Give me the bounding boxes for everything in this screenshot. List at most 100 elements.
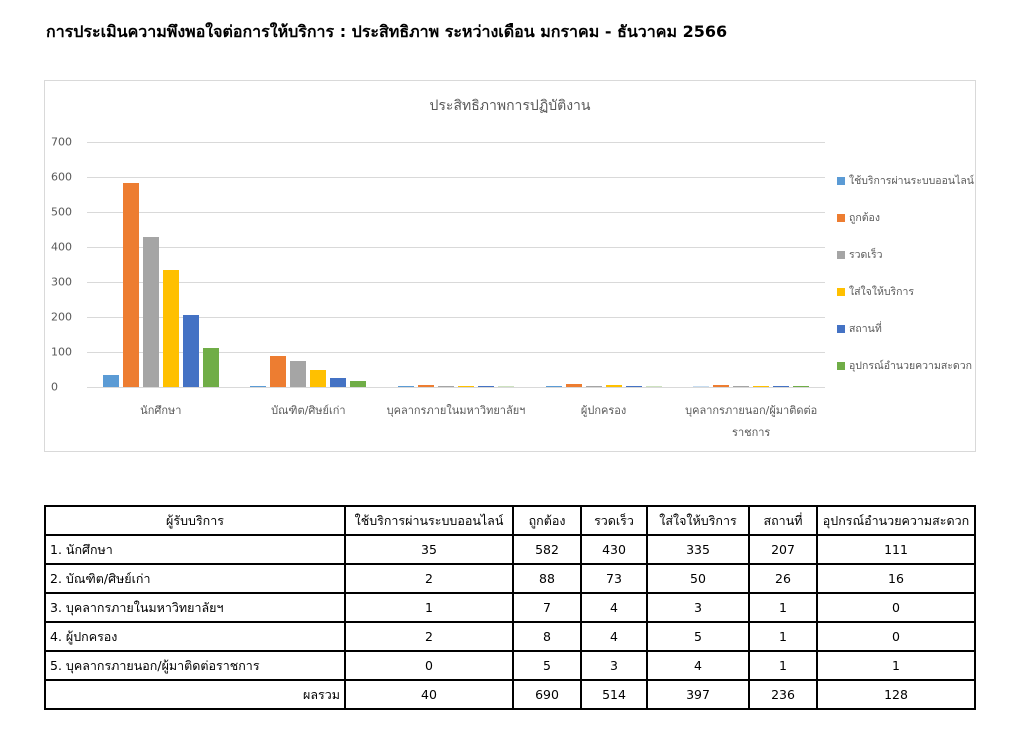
gridline	[87, 177, 825, 178]
cell-value: 1	[748, 650, 818, 681]
total-value: 236	[748, 679, 818, 710]
bar	[418, 384, 434, 387]
y-axis-tick-label: 100	[51, 345, 72, 359]
header-recipient: ผู้รับบริการ	[44, 505, 346, 536]
bar	[182, 314, 199, 387]
cell-value: 3	[646, 592, 750, 623]
bar	[290, 361, 307, 387]
x-axis-category-label: ผู้ปกครอง	[580, 404, 627, 417]
gridline	[87, 317, 825, 318]
table-row: 1. นักศึกษา 35 582 430 335 207 111	[44, 534, 976, 565]
bar	[102, 374, 119, 387]
y-axis-tick-label: 200	[51, 310, 72, 324]
legend-swatch-icon	[837, 324, 845, 333]
legend-item: ใส่ใจให้บริการ	[837, 283, 914, 300]
cell-recipient: 3. บุคลากรภายในมหาวิทยาลัยฯ	[44, 592, 346, 623]
bar	[310, 369, 327, 387]
total-value: 40	[344, 679, 514, 710]
cell-value: 4	[580, 592, 648, 623]
page-title: การประเมินความพึงพอใจต่อการให้บริการ : ป…	[46, 22, 728, 41]
chart-title: ประสิทธิภาพการปฏิบัติงาน	[429, 98, 591, 114]
legend-item: รวดเร็ว	[837, 246, 882, 263]
cell-value: 335	[646, 534, 750, 565]
cell-recipient: 5. บุคลากรภายนอก/ผู้มาติดต่อราชการ	[44, 650, 346, 681]
legend-label: ใช้บริการผ่านระบบออนไลน์	[849, 175, 974, 187]
legend-swatch-icon	[837, 250, 845, 259]
gridline	[87, 142, 825, 143]
bar	[142, 236, 159, 387]
legend-item: อุปกรณ์อำนวยความสะดวก	[837, 357, 972, 374]
cell-value: 3	[580, 650, 648, 681]
legend-label: ใส่ใจให้บริการ	[849, 286, 915, 298]
cell-value: 88	[512, 563, 582, 594]
total-value: 514	[580, 679, 648, 710]
total-value: 128	[816, 679, 976, 710]
cell-value: 0	[344, 650, 514, 681]
legend-item: ถูกต้อง	[837, 209, 880, 226]
table-row: 5. บุคลากรภายนอก/ผู้มาติดต่อราชการ 0 5 3…	[44, 650, 976, 681]
cell-value: 7	[512, 592, 582, 623]
cell-value: 1	[344, 592, 514, 623]
header-location: สถานที่	[748, 505, 818, 536]
table-header-row: ผู้รับบริการ ใช้บริการผ่านระบบออนไลน์ ถู…	[44, 505, 976, 536]
legend-label: สถานที่	[849, 323, 882, 335]
header-accuracy: ถูกต้อง	[512, 505, 582, 536]
legend-swatch-icon	[837, 287, 845, 296]
legend-label: อุปกรณ์อำนวยความสะดวก	[849, 360, 972, 372]
table-total-row: ผลรวม 40 690 514 397 236 128	[44, 679, 976, 710]
total-value: 690	[512, 679, 582, 710]
cell-value: 5	[646, 621, 750, 652]
data-table: ผู้รับบริการ ใช้บริการผ่านระบบออนไลน์ ถู…	[44, 505, 976, 710]
cell-value: 5	[512, 650, 582, 681]
gridline	[87, 387, 825, 388]
legend-label: ถูกต้อง	[849, 212, 880, 224]
cell-value: 582	[512, 534, 582, 565]
bar	[270, 356, 287, 387]
bar-chart: ประสิทธิภาพการปฏิบัติงาน 0 100 200 300 400 50…	[44, 80, 976, 452]
legend-item: ใช้บริการผ่านระบบออนไลน์	[837, 172, 974, 189]
bar	[565, 384, 582, 387]
bar	[122, 183, 139, 387]
header-speed: รวดเร็ว	[580, 505, 648, 536]
gridline	[87, 282, 825, 283]
header-facilities: อุปกรณ์อำนวยความสะดวก	[816, 505, 976, 536]
bar	[498, 385, 514, 387]
cell-value: 0	[816, 621, 976, 652]
legend-swatch-icon	[837, 213, 845, 222]
bar	[438, 385, 454, 387]
y-axis-tick-label: 0	[51, 380, 58, 394]
bar	[545, 385, 562, 387]
cell-value: 73	[580, 563, 648, 594]
bar	[645, 385, 662, 387]
legend-item: สถานที่	[837, 320, 882, 337]
bar	[753, 385, 770, 387]
cell-value: 207	[748, 534, 818, 565]
cell-value: 50	[646, 563, 750, 594]
cell-recipient: 2. บัณฑิต/ศิษย์เก่า	[44, 563, 346, 594]
header-attentive: ใส่ใจให้บริการ	[646, 505, 750, 536]
cell-value: 35	[344, 534, 514, 565]
bar	[693, 385, 710, 387]
cell-value: 26	[748, 563, 818, 594]
x-axis-category-label: บุคลากรภายนอก/ผู้มาติดต่อ ราชการ	[685, 404, 818, 439]
bar	[713, 385, 730, 387]
y-axis-tick-label: 700	[51, 135, 72, 149]
bar	[585, 385, 602, 387]
legend-swatch-icon	[837, 361, 845, 370]
table-row: 3. บุคลากรภายในมหาวิทยาลัยฯ 1 7 4 3 1 0	[44, 592, 976, 623]
legend-label: รวดเร็ว	[849, 249, 883, 261]
bar	[773, 385, 790, 387]
table-row: 4. ผู้ปกครอง 2 8 4 5 1 0	[44, 621, 976, 652]
cell-value: 2	[344, 563, 514, 594]
cell-value: 2	[344, 621, 514, 652]
bar	[478, 385, 494, 387]
bar	[330, 377, 347, 387]
gridline	[87, 352, 825, 353]
bar	[350, 381, 367, 387]
cell-recipient: 4. ผู้ปกครอง	[44, 621, 346, 652]
table-row: 2. บัณฑิต/ศิษย์เก่า 2 88 73 50 26 16	[44, 563, 976, 594]
cell-value: 0	[816, 592, 976, 623]
bar	[202, 348, 219, 387]
x-axis-category-label: บุคลากรภายในมหาวิทยาลัยฯ	[386, 404, 526, 417]
bar	[793, 385, 810, 387]
